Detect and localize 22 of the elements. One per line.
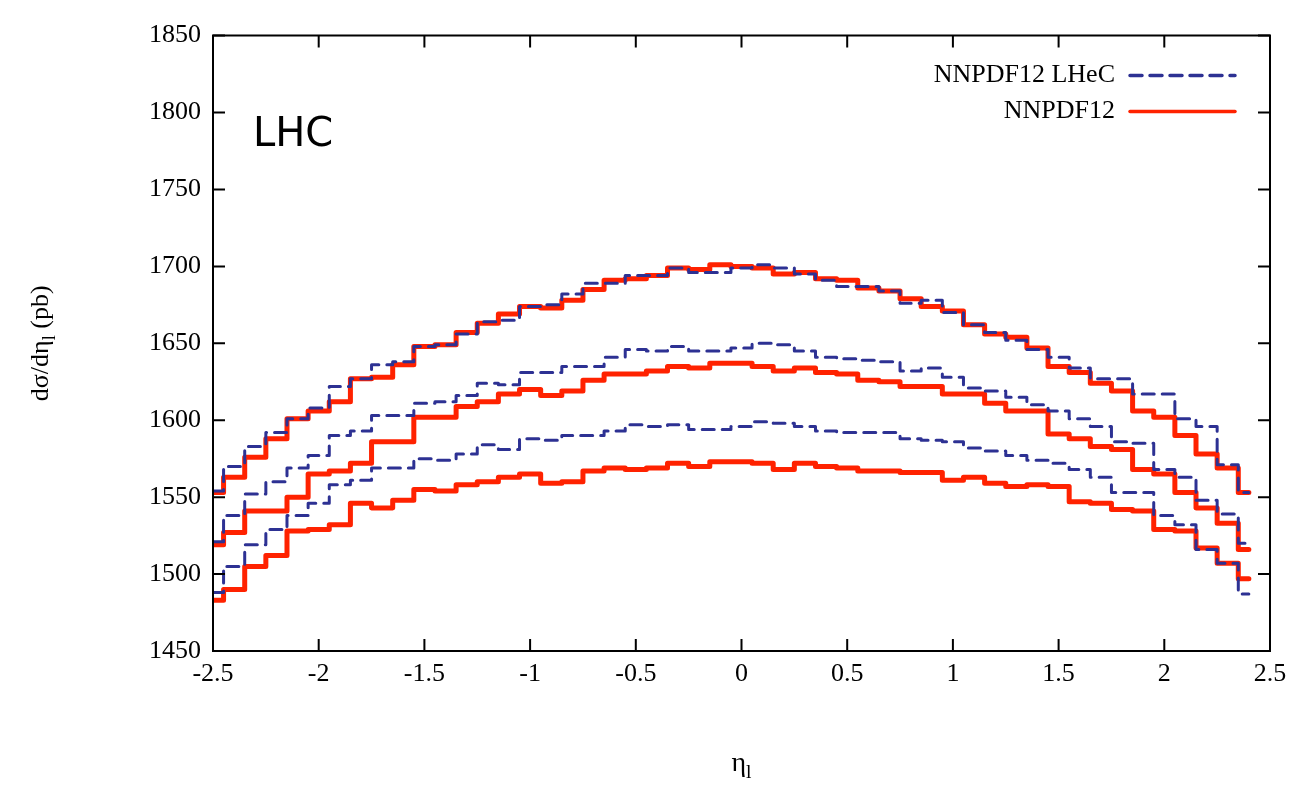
x-tick-label: 0.5: [830, 658, 864, 688]
y-tick-label: 1650: [149, 327, 201, 357]
y-tick-label: 1850: [149, 19, 201, 49]
x-tick-label: 2.5: [1253, 658, 1287, 688]
y-tick-label: 1550: [149, 480, 201, 510]
x-tick-label: 1.5: [1042, 658, 1075, 688]
x-tick-label: -1: [519, 658, 541, 688]
x-tick-label: -0.5: [615, 658, 657, 688]
x-tick-label: 0: [735, 658, 748, 688]
legend-label: NNPDF12 LHeC: [933, 59, 1115, 89]
y-tick-label: 1700: [149, 250, 201, 280]
x-tick-label: -1.5: [403, 658, 445, 688]
legend-label: NNPDF12: [1003, 95, 1115, 125]
x-tick-label: 1: [946, 658, 960, 688]
y-tick-label: 1600: [149, 404, 201, 434]
y-tick-label: 1500: [149, 557, 201, 587]
x-tick-label: 2: [1157, 658, 1171, 688]
y-axis-title: dσ/dηl (pb): [25, 285, 59, 402]
x-tick-label: -2: [307, 658, 330, 688]
annotation: LHC: [253, 108, 334, 155]
y-tick-label: 1800: [149, 96, 201, 126]
y-tick-label: 1750: [149, 173, 201, 203]
